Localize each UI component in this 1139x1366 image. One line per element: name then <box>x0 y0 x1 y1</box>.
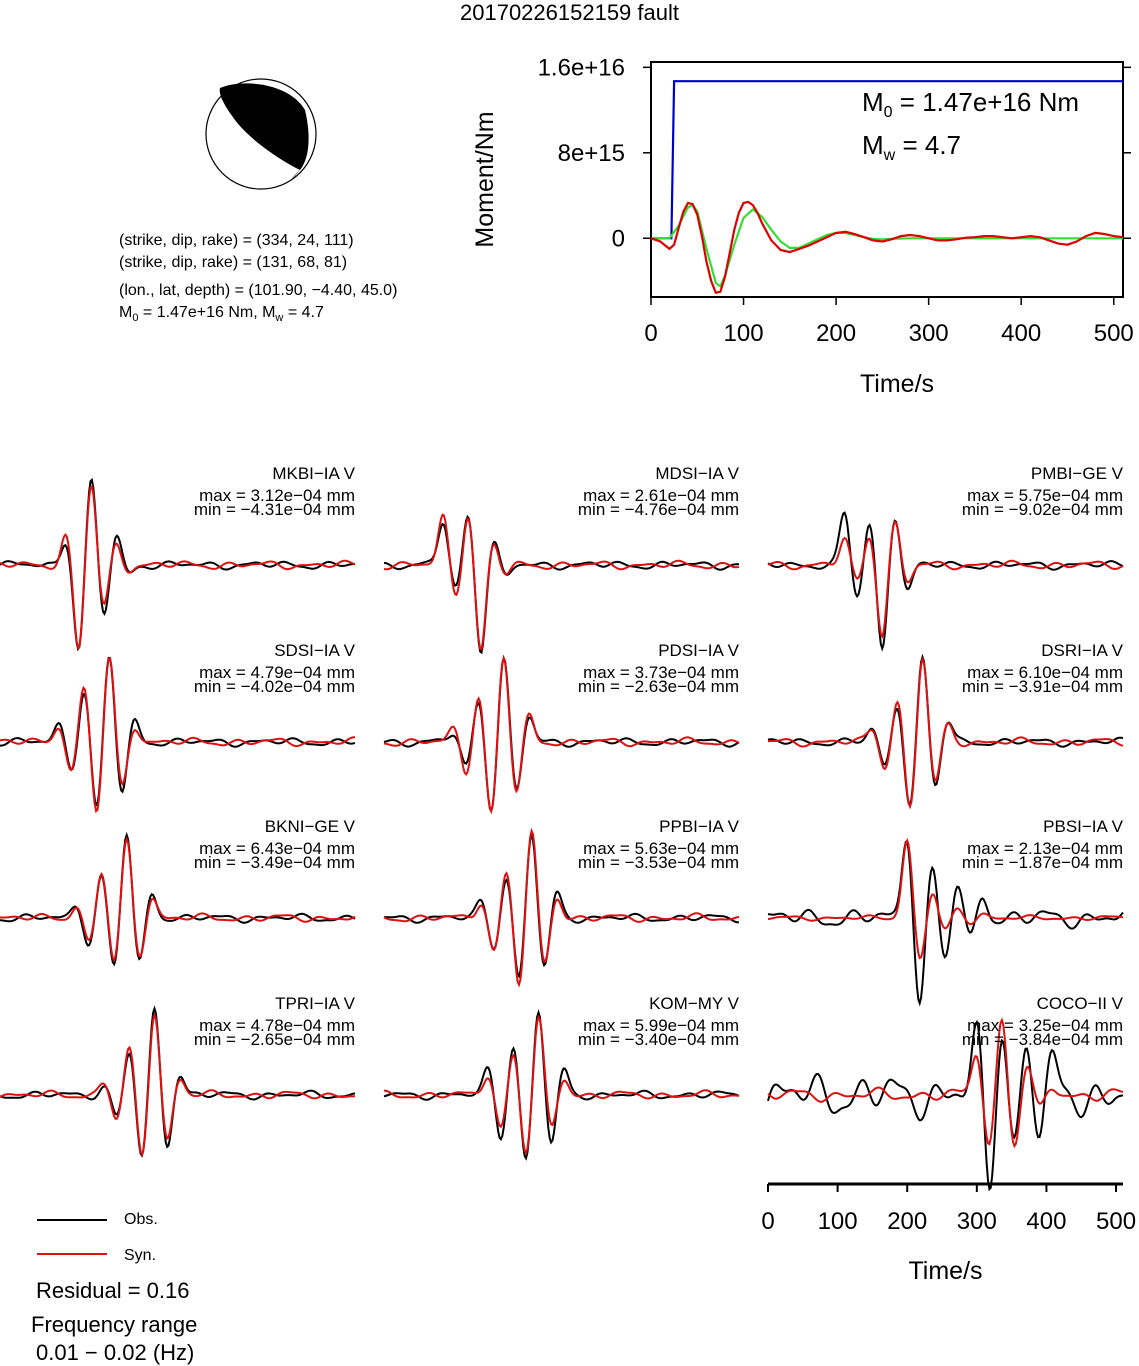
time-axis-tick-label: 500 <box>1096 1208 1136 1235</box>
waveform-syn-2 <box>767 520 1124 640</box>
stf-frame <box>650 61 1124 298</box>
frequency-value: 0.01 − 0.02 (Hz) <box>36 1340 195 1365</box>
station-max: max = 2.61e−04 mm <box>583 486 739 505</box>
stf-xtick-label: 0 <box>644 320 657 347</box>
stf-ytick-label: 1.6e+16 <box>538 54 625 81</box>
figure-title: 20170226152159 fault <box>460 0 679 25</box>
waveform-obs-3 <box>0 656 356 808</box>
waveform-syn-4 <box>383 654 740 815</box>
stf-xtick-label: 300 <box>909 320 949 347</box>
station-name: DSRI−IA V <box>1041 641 1123 660</box>
station-max: max = 5.63e−04 mm <box>583 839 739 858</box>
waveform-obs-1 <box>383 514 739 655</box>
station-min: min = −3.40e−04 mm <box>578 1030 739 1049</box>
stf-series-1 <box>651 203 1123 288</box>
station-min: min = −1.87e−04 mm <box>962 853 1123 872</box>
stf-annotation: M0 = 1.47e+16 Nm Mw = 4.7 <box>862 86 1079 172</box>
station-min: min = −2.65e−04 mm <box>194 1030 355 1049</box>
waveform-syn-9 <box>0 1012 355 1158</box>
mechanism-info: (strike, dip, rake) = (334, 24, 111) (st… <box>119 230 397 329</box>
stf-xtick-label: 100 <box>724 320 764 347</box>
station-min: min = −4.31e−04 mm <box>194 500 355 519</box>
station-name: MKBI−IA V <box>272 464 355 483</box>
stf-xtick-label: 400 <box>1001 320 1041 347</box>
stf-ylabel: Moment/Nm <box>471 111 499 247</box>
station-min: min = −3.49e−04 mm <box>194 853 355 872</box>
station-name: MDSI−IA V <box>655 464 739 483</box>
station-max: max = 6.43e−04 mm <box>199 839 355 858</box>
station-max: max = 3.25e−04 mm <box>967 1016 1123 1035</box>
station-min: min = −4.02e−04 mm <box>194 677 355 696</box>
station-max: max = 2.13e−04 mm <box>967 839 1123 858</box>
station-name: PDSI−IA V <box>658 641 739 660</box>
waveform-syn-1 <box>383 513 740 651</box>
waveform-syn-3 <box>0 656 356 813</box>
stf-series-2 <box>650 200 1124 294</box>
moment-rate-chart: 0 100 200 300 400 500 0 8e+15 1.6e+16 Time/s Momen… <box>471 54 1134 398</box>
time-axis-tick-label: 200 <box>887 1208 927 1235</box>
station-name: COCO−II V <box>1037 994 1124 1013</box>
stf-ytick-label: 0 <box>612 225 625 252</box>
station-min: min = −3.84e−04 mm <box>962 1030 1123 1049</box>
station-name: PBSI−IA V <box>1043 817 1124 836</box>
waveform-obs-2 <box>767 511 1124 652</box>
time-axis-tick-label: 300 <box>957 1208 997 1235</box>
station-min: min = −3.91e−04 mm <box>962 677 1123 696</box>
waveform-obs-8 <box>767 840 1124 1007</box>
plane1-text: (strike, dip, rake) = (334, 24, 111) <box>119 232 354 249</box>
location-text: (lon., lat, depth) = (101.90, −4.40, 45.… <box>119 282 398 299</box>
waveform-time-axis: 0 100 200 300 400 500 Time/s <box>761 1182 1136 1285</box>
residual-text: Residual = 0.16 <box>36 1278 190 1303</box>
frequency-label: Frequency range <box>31 1312 198 1337</box>
beachball <box>205 78 317 190</box>
time-axis-tick-label: 100 <box>818 1208 858 1235</box>
waveform-obs-11 <box>767 1019 1124 1192</box>
waveform-syn-6 <box>0 836 356 963</box>
stf-xtick-label: 500 <box>1094 320 1134 347</box>
waveform-syn-5 <box>767 656 1124 810</box>
station-max: max = 4.78e−04 mm <box>199 1016 355 1035</box>
legend-obs-label: Obs. <box>124 1211 158 1228</box>
station-name: BKNI−GE V <box>265 817 356 836</box>
station-max: max = 3.12e−04 mm <box>199 486 355 505</box>
waveform-syn-11 <box>767 1017 1124 1149</box>
station-min: min = −2.63e−04 mm <box>578 677 739 696</box>
stf-mw: Mw = 4.7 <box>862 130 962 165</box>
station-min: min = −4.76e−04 mm <box>578 500 739 519</box>
station-name: PPBI−IA V <box>659 817 740 836</box>
station-max: max = 5.75e−04 mm <box>967 486 1123 505</box>
station-name: PMBI−GE V <box>1031 464 1124 483</box>
station-max: max = 5.99e−04 mm <box>583 1016 739 1035</box>
time-axis-tick-label: 400 <box>1026 1208 1066 1235</box>
legend <box>37 1219 107 1255</box>
station-name: SDSI−IA V <box>274 641 355 660</box>
time-axis-tick-label: 0 <box>761 1208 774 1235</box>
time-axis-label: Time/s <box>908 1257 982 1285</box>
stf-ytick-label: 8e+15 <box>558 140 625 167</box>
waveform-syn-10 <box>383 1014 740 1156</box>
stf-m0: M0 = 1.47e+16 Nm <box>862 87 1080 122</box>
waveform-syn-7 <box>383 827 740 988</box>
moment-line-text: M0 = 1.47e+16 Nm, Mw = 4.7 <box>119 304 324 325</box>
station-max: max = 3.73e−04 mm <box>583 663 739 682</box>
station-min: min = −9.02e−04 mm <box>962 500 1123 519</box>
station-max: max = 4.79e−04 mm <box>199 663 355 682</box>
station-min: min = −3.53e−04 mm <box>578 853 739 872</box>
station-max: max = 6.10e−04 mm <box>967 663 1123 682</box>
plane2-text: (strike, dip, rake) = (131, 68, 81) <box>119 254 348 271</box>
station-name: KOM−MY V <box>649 994 740 1013</box>
waveform-syn-0 <box>0 484 356 650</box>
stf-xtick-label: 200 <box>816 320 856 347</box>
legend-syn-label: Syn. <box>124 1247 157 1264</box>
station-name: TPRI−IA V <box>275 994 355 1013</box>
stf-xlabel: Time/s <box>860 370 934 398</box>
waveform-syn-8 <box>767 837 1124 960</box>
